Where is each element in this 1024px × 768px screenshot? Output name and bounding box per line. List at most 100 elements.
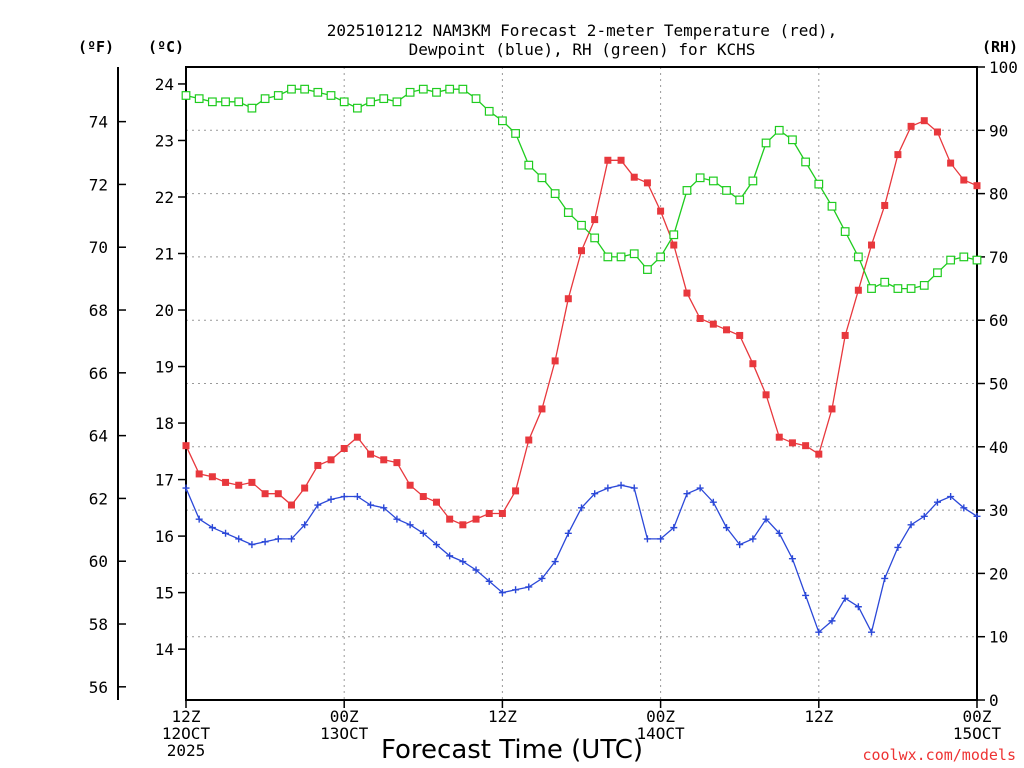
celsius-tick-label: 17 <box>155 471 174 490</box>
dewpoint-point <box>446 552 454 560</box>
rh-tick-label: 100 <box>989 58 1018 77</box>
rh-series <box>181 84 982 293</box>
dewpoint-point <box>709 498 717 506</box>
dewpoint-point <box>512 586 520 594</box>
2-meter-temperature-point <box>380 456 388 464</box>
rh-point <box>287 84 296 94</box>
2-meter-temperature-point <box>723 326 731 334</box>
rh-point <box>814 179 824 189</box>
rh-point <box>339 97 349 107</box>
rh-point <box>484 106 494 116</box>
dewpoint-point <box>630 484 638 492</box>
rh-point <box>511 129 520 138</box>
dewpoint-point <box>301 521 309 529</box>
x-tick-label: 2025 <box>167 741 206 760</box>
dewpoint-point <box>564 529 572 537</box>
2-meter-temperature-point <box>222 478 230 486</box>
rh-tick-label: 0 <box>989 691 999 710</box>
rh-point <box>458 84 468 94</box>
rh-point <box>946 255 956 265</box>
2-meter-temperature-point <box>868 241 876 249</box>
dewpoint-point <box>235 535 243 543</box>
rh-point <box>774 125 784 135</box>
dewpoint-point <box>393 515 401 523</box>
2-meter-temperature-point <box>960 176 968 184</box>
rh-point <box>326 91 336 100</box>
fahrenheit-tick-label: 60 <box>89 552 108 571</box>
rh-point <box>577 220 586 230</box>
dewpoint-point <box>736 541 744 549</box>
x-tick-label: 12Z <box>488 707 517 726</box>
dewpoint-point <box>406 521 414 529</box>
x-tick-label: 15OCT <box>953 724 1002 743</box>
rh-point <box>405 87 415 97</box>
2-meter-temperature-point <box>538 405 546 413</box>
2-meter-temperature-point <box>551 357 559 365</box>
rh-point <box>616 252 626 262</box>
dewpoint-point <box>182 484 190 492</box>
dewpoint-point <box>762 515 770 523</box>
rh-point <box>629 249 639 259</box>
2-meter-temperature-point <box>828 405 836 413</box>
2-meter-temperature-point <box>195 470 203 478</box>
2-meter-temperature-point <box>512 487 520 495</box>
rh-point <box>498 116 507 126</box>
rh-point <box>840 227 850 236</box>
2-meter-temperature-point <box>630 173 638 181</box>
fahrenheit-tick-label: 74 <box>89 113 108 132</box>
rh-point <box>959 252 969 262</box>
2-meter-temperature-point <box>393 459 401 467</box>
rh-point <box>788 135 797 145</box>
rh-point <box>708 176 718 186</box>
credit-label: coolwx.com/models <box>862 746 1016 764</box>
2-meter-temperature-point <box>525 436 533 444</box>
2-meter-temperature-point <box>933 128 941 136</box>
dewpoint-series <box>182 481 981 636</box>
celsius-tick-label: 15 <box>155 584 174 603</box>
rh-point <box>643 265 652 274</box>
2-meter-temperature-point <box>314 461 322 469</box>
dewpoint-point <box>380 504 388 512</box>
dewpoint-point <box>815 628 823 636</box>
2-meter-temperature-point <box>419 493 427 501</box>
2-meter-temperature-point <box>881 201 889 209</box>
2-meter-temperature-point <box>670 241 678 249</box>
rh-tick-label: 70 <box>989 248 1008 267</box>
dewpoint-point <box>353 493 361 501</box>
dewpoint-point <box>591 490 599 498</box>
dewpoint-point <box>933 498 941 506</box>
celsius-tick-label: 21 <box>155 245 174 264</box>
rh-point <box>603 252 613 262</box>
dewpoint-point <box>828 617 836 625</box>
rh-point <box>537 173 547 183</box>
x-tick-label: 12OCT <box>162 724 211 743</box>
fahrenheit-tick-label: 70 <box>89 238 108 257</box>
2-meter-temperature-point <box>235 481 243 489</box>
rh-point <box>827 201 837 211</box>
2-meter-temperature-point <box>340 444 348 452</box>
celsius-tick-label: 16 <box>155 527 174 546</box>
dewpoint-point <box>670 524 678 532</box>
fahrenheit-tick-label: 66 <box>89 364 108 383</box>
rh-point <box>418 84 428 94</box>
fahrenheit-tick-label: 62 <box>89 489 108 508</box>
2-meter-temperature-point <box>472 515 480 523</box>
rh-tick-label: 20 <box>989 564 1008 583</box>
2-meter-temperature-point <box>248 478 256 486</box>
rh-point <box>300 84 310 94</box>
2-meter-temperature-point <box>802 442 810 450</box>
dewpoint-point <box>208 524 216 532</box>
2-meter-temperature-point <box>854 286 862 294</box>
rh-tick-label: 90 <box>989 121 1008 140</box>
celsius-tick-label: 19 <box>155 358 174 377</box>
2-meter-temperature-point <box>696 315 704 323</box>
rh-point <box>656 252 665 262</box>
x-axis-label: Forecast Time (UTC) <box>381 735 643 765</box>
rh-point <box>366 97 375 107</box>
rh-point <box>563 208 573 217</box>
rh-point <box>748 176 758 186</box>
rh-tick-label: 30 <box>989 501 1008 520</box>
dewpoint-point <box>723 524 731 532</box>
rh-point <box>352 103 362 113</box>
2-meter-temperature-point <box>327 456 335 464</box>
